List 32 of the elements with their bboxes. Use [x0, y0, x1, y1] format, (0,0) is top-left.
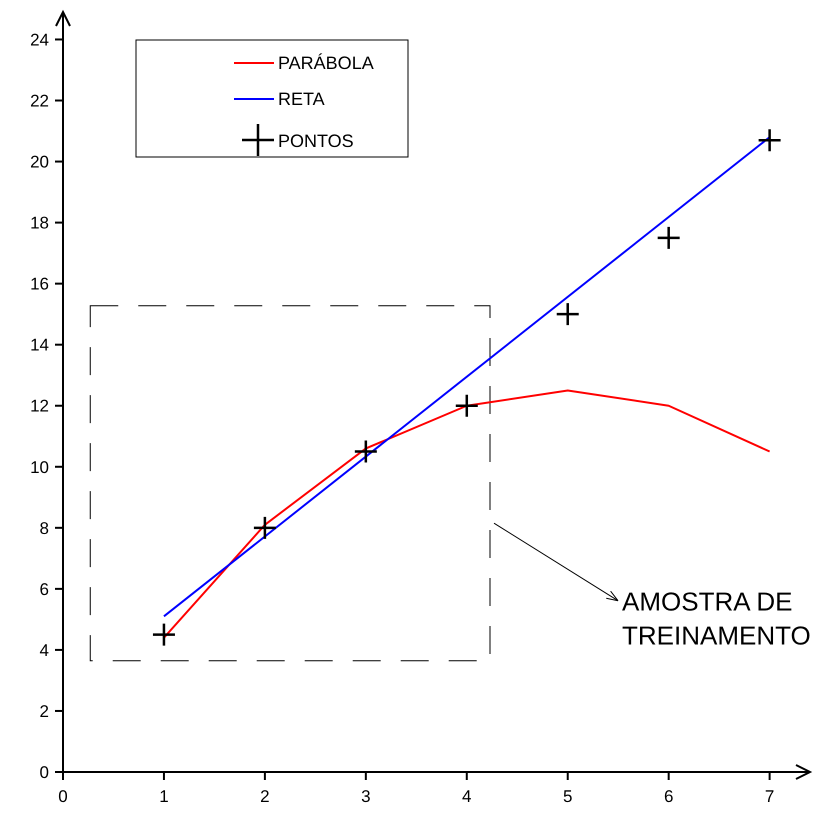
y-tick-label: 16	[30, 274, 49, 294]
band-label: AMOSTRA DE TREINAMENTO	[622, 586, 811, 651]
x-tick-label: 6	[664, 787, 674, 806]
point	[658, 226, 680, 249]
point	[354, 440, 377, 463]
legend-label: PARÁBOLA	[278, 53, 374, 73]
x-tick-label: 0	[58, 787, 68, 806]
point	[556, 303, 579, 326]
y-tick-label: 20	[30, 152, 49, 172]
y-tick-label: 2	[40, 702, 49, 721]
y-tick-label: 12	[30, 396, 49, 416]
y-tick-label: 24	[30, 30, 49, 50]
y-tick-label: 14	[30, 336, 49, 355]
point	[254, 516, 276, 539]
x-tick-label: 1	[159, 787, 169, 806]
x-tick-label: 5	[562, 787, 572, 806]
point	[758, 129, 781, 152]
point	[456, 394, 478, 417]
legend-label: PONTOS	[278, 131, 354, 151]
legend-label: RETA	[278, 89, 325, 109]
y-tick-label: 10	[30, 458, 49, 477]
y-tick-label: 8	[40, 518, 49, 538]
y-tick-label: 18	[30, 214, 49, 233]
y-tick-label: 6	[40, 580, 49, 599]
y-tick-label: 4	[40, 640, 49, 660]
x-tick-label: 7	[764, 787, 774, 806]
y-tick-label: 0	[40, 763, 49, 782]
x-tick-label: 2	[260, 787, 270, 806]
x-tick-label: 3	[361, 787, 371, 806]
point	[152, 624, 175, 646]
y-tick-label: 22	[30, 92, 49, 111]
x-tick-label: 4	[462, 787, 472, 806]
